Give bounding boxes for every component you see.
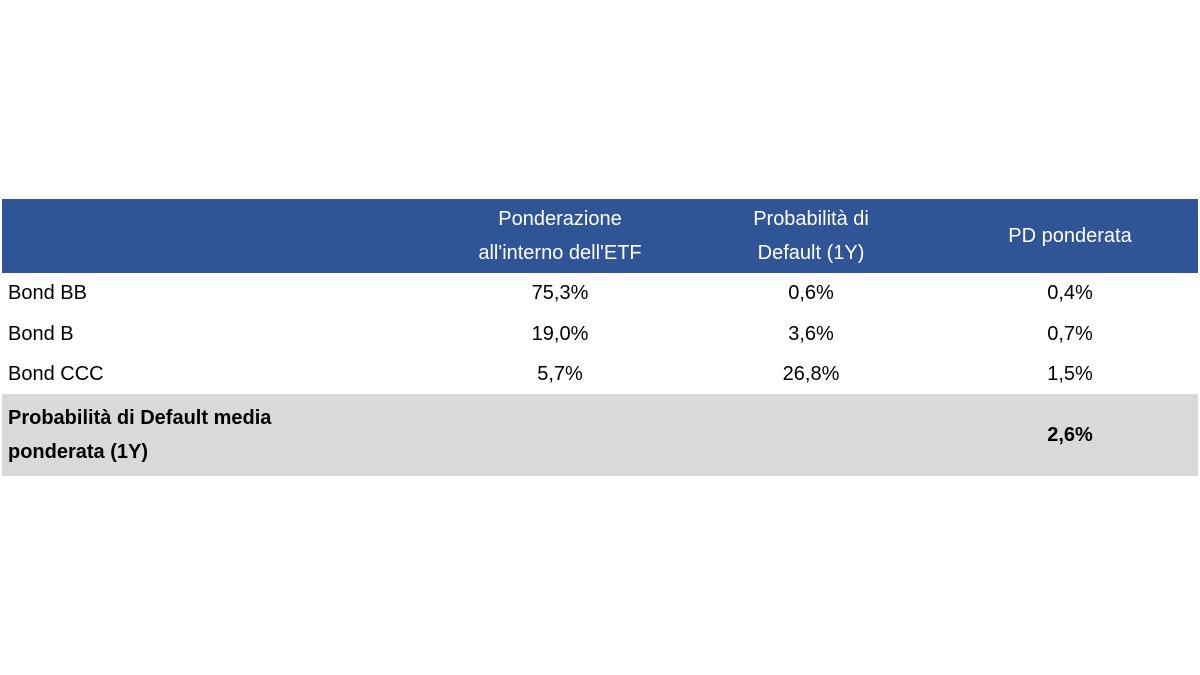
total-band xyxy=(2,394,1198,476)
value-cell: 19,0% xyxy=(440,314,680,354)
header-band xyxy=(2,199,1198,273)
header-line: Ponderazione xyxy=(498,208,622,230)
cell-text: 19,0% xyxy=(531,322,589,345)
cell-text: Bond BB xyxy=(8,282,87,304)
cell-text: 1,5% xyxy=(1047,363,1093,385)
total-label-line: ponderata (1Y) xyxy=(8,441,149,463)
row-label: Bond BB xyxy=(2,273,446,313)
cell-text: 3,6% xyxy=(788,322,834,345)
value-cell: 26,8% xyxy=(680,354,942,394)
cell-text: 0,4% xyxy=(1047,282,1093,304)
cell-text: 75,3% xyxy=(531,282,589,304)
column-header: Probabilità di Default (1Y) xyxy=(680,199,942,273)
cell-text: 26,8% xyxy=(782,363,840,385)
value-cell: 0,4% xyxy=(942,273,1198,313)
header-line: Default (1Y) xyxy=(757,242,865,264)
column-header: Ponderazione all'interno dell'ETF xyxy=(440,199,680,273)
cell-text: 0,7% xyxy=(1047,322,1093,345)
value-cell: 0,6% xyxy=(680,273,942,313)
header-line: PD ponderata xyxy=(1008,225,1132,247)
header-line: all'interno dell'ETF xyxy=(478,242,642,264)
cell-text: Bond B xyxy=(8,322,74,345)
row-label: Bond CCC xyxy=(2,354,446,394)
header-line: Probabilità di xyxy=(753,208,869,230)
total-label: Probabilità di Default media ponderata (1… xyxy=(2,394,446,476)
value-cell: 0,7% xyxy=(942,314,1198,354)
value-cell: 3,6% xyxy=(680,314,942,354)
value-cell: 1,5% xyxy=(942,354,1198,394)
cell-text: 0,6% xyxy=(788,282,834,304)
value-cell: 75,3% xyxy=(440,273,680,313)
total-label-line: Probabilità di Default media xyxy=(8,407,272,429)
total-value: 2,6% xyxy=(942,394,1198,476)
row-label: Bond B xyxy=(2,314,446,354)
cell-text: 5,7% xyxy=(537,363,583,385)
cell-text: Bond CCC xyxy=(8,363,104,385)
table: Ponderazione all'interno dell'ETF Probabil… xyxy=(2,199,1198,476)
value-cell: 5,7% xyxy=(440,354,680,394)
total-value-text: 2,6% xyxy=(1047,424,1093,446)
column-header: PD ponderata xyxy=(942,199,1198,273)
